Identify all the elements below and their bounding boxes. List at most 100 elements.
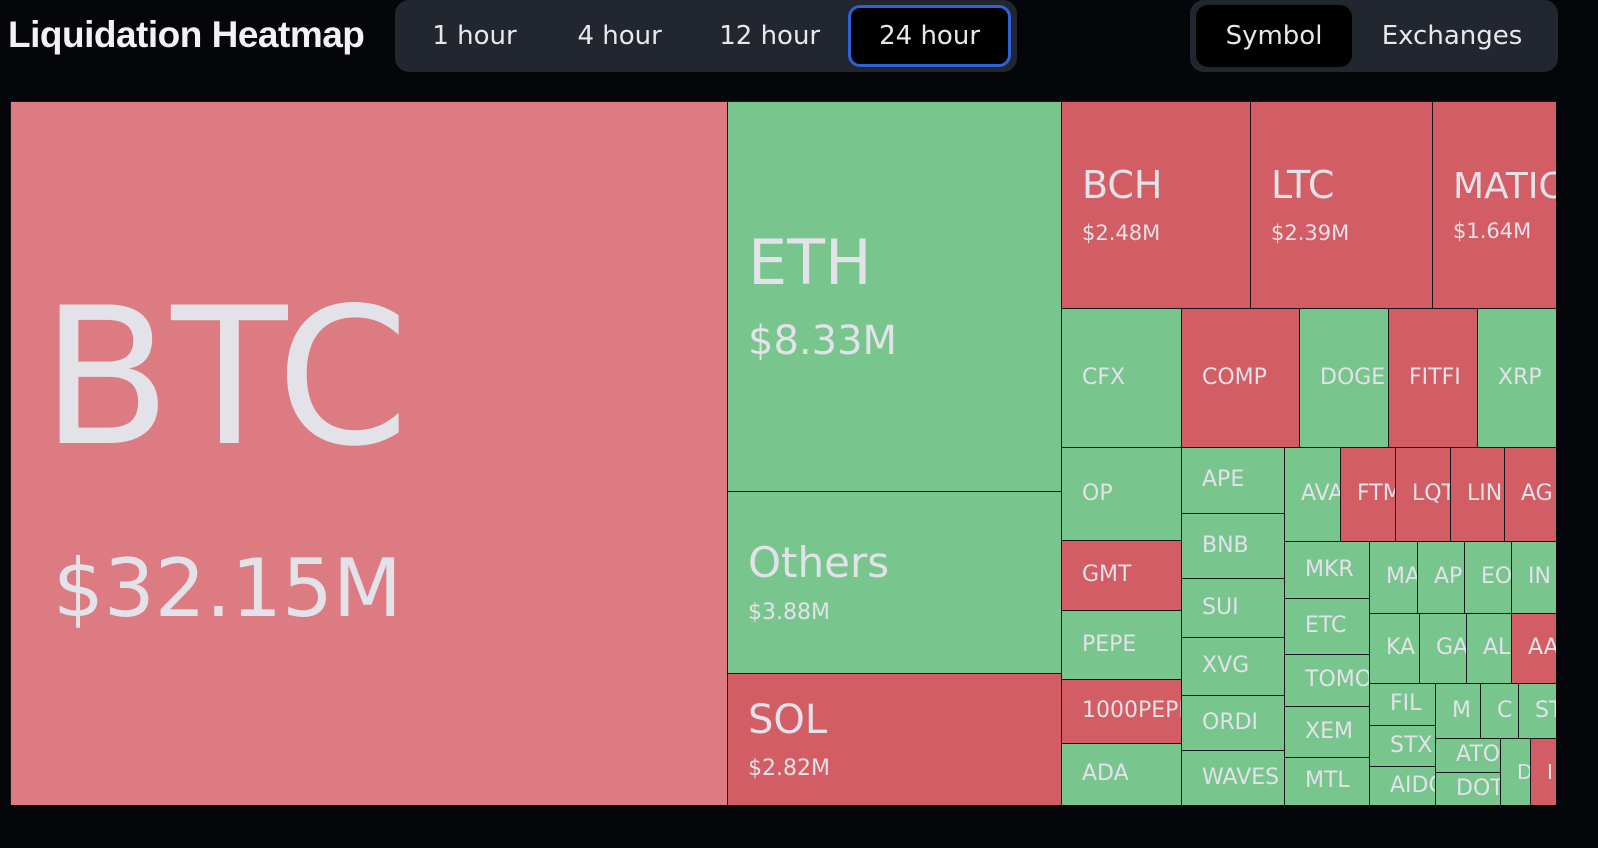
tile-symbol: SUI (1202, 594, 1239, 620)
heatmap-tile[interactable]: BNB (1181, 513, 1285, 579)
view-tabs: Symbol Exchanges (1190, 0, 1558, 72)
heatmap-tile[interactable]: SOL $2.82M (727, 673, 1062, 805)
tile-symbol: D (1517, 760, 1531, 784)
tile-symbol: M (1452, 697, 1471, 723)
tile-symbol: 1000PEPE (1082, 698, 1182, 724)
tile-symbol: OP (1082, 480, 1113, 506)
heatmap-tile[interactable]: MKR (1284, 541, 1370, 599)
tile-symbol: WAVES (1202, 764, 1280, 790)
heatmap-tile[interactable]: FTM (1340, 447, 1396, 542)
tile-symbol: LTC (1271, 163, 1335, 208)
heatmap-tile[interactable]: MTL (1284, 757, 1370, 805)
heatmap-tile[interactable]: BCH $2.48M (1061, 101, 1251, 309)
heatmap-tile[interactable]: AIDO (1369, 766, 1436, 805)
heatmap-tile[interactable]: MA (1369, 541, 1418, 614)
heatmap-tile[interactable]: AVA (1284, 447, 1341, 542)
heatmap-tile[interactable]: C (1480, 683, 1519, 739)
heatmap-tile[interactable]: BTC $32.15M (10, 101, 728, 805)
heatmap-tile[interactable]: FITFI (1388, 308, 1478, 448)
heatmap-tile[interactable]: 1000PEPE (1061, 679, 1182, 744)
tile-symbol: DOGE (1320, 364, 1386, 390)
tile-symbol: AIDO (1390, 772, 1435, 798)
heatmap-tile[interactable]: EO (1464, 541, 1512, 614)
tile-symbol: MKR (1305, 556, 1354, 582)
heatmap-tile[interactable]: ST (1518, 683, 1556, 739)
tile-symbol: GMT (1082, 562, 1132, 588)
tile-symbol: BCH (1082, 163, 1163, 208)
time-tab[interactable]: 24 hour (848, 5, 1012, 67)
heatmap-tile[interactable]: DOT (1435, 772, 1501, 805)
tile-symbol: APE (1202, 467, 1245, 493)
heatmap-tile[interactable]: AL (1466, 613, 1512, 684)
heatmap-tile[interactable]: D (1500, 738, 1531, 805)
heatmap-tile[interactable]: DOGE (1299, 308, 1389, 448)
heatmap-tile[interactable]: SUI (1181, 578, 1285, 638)
heatmap-tile[interactable]: Others $3.88M (727, 491, 1062, 674)
tile-symbol: DOT (1456, 775, 1501, 801)
tile-symbol: AL (1483, 635, 1511, 661)
heatmap-tile[interactable]: ETC (1284, 598, 1370, 655)
heatmap-tile[interactable]: ETH $8.33M (727, 101, 1062, 492)
tile-symbol: ATO (1456, 742, 1501, 768)
tile-symbol: FIL (1390, 691, 1422, 717)
tile-value: $2.48M (1082, 220, 1161, 245)
heatmap-tile[interactable]: OP (1061, 447, 1182, 541)
tile-symbol: FITFI (1409, 364, 1461, 390)
tile-value: $2.82M (748, 756, 830, 781)
heatmap-tile[interactable]: IN (1511, 541, 1556, 614)
heatmap-tile[interactable]: ADA (1061, 743, 1182, 805)
page-title: Liquidation Heatmap (8, 14, 365, 55)
tile-value: $1.64M (1453, 219, 1532, 244)
tile-symbol: C (1497, 697, 1513, 723)
tile-symbol: CFX (1082, 364, 1126, 390)
tile-value: $2.39M (1271, 220, 1350, 245)
heatmap-tile[interactable]: LTC $2.39M (1250, 101, 1433, 309)
heatmap-tile[interactable]: AP (1417, 541, 1465, 614)
tile-symbol: FTM (1357, 481, 1395, 507)
tile-symbol: BNB (1202, 532, 1249, 558)
tile-symbol: EO (1481, 564, 1512, 590)
heatmap-tile[interactable]: MATIC $1.64M (1432, 101, 1556, 309)
time-tab[interactable]: 1 hour (432, 21, 517, 51)
tile-symbol: XVG (1202, 653, 1250, 679)
heatmap-tile[interactable]: XEM (1284, 706, 1370, 758)
heatmap-tile[interactable]: APE (1181, 447, 1285, 514)
heatmap-tile[interactable]: AG (1504, 447, 1556, 542)
heatmap-tile[interactable]: XVG (1181, 637, 1285, 696)
tile-symbol: AA (1528, 635, 1556, 661)
heatmap-tile[interactable]: CFX (1061, 308, 1182, 448)
tile-symbol: ADA (1082, 761, 1129, 787)
tile-symbol: LIN (1467, 481, 1503, 507)
view-tab[interactable]: Exchanges (1381, 21, 1523, 51)
heatmap-tile[interactable]: STX (1369, 725, 1436, 767)
time-range-tabs: 1 hour 4 hour 12 hour 24 hour (395, 0, 1017, 72)
tile-symbol: MATIC (1453, 165, 1556, 207)
heatmap-tile[interactable]: WAVES (1181, 750, 1285, 805)
heatmap-tile[interactable]: ORDI (1181, 695, 1285, 751)
heatmap-tile[interactable]: TOMO (1284, 654, 1370, 707)
time-tab[interactable]: 12 hour (719, 21, 821, 51)
heatmap-tile[interactable]: GMT (1061, 540, 1182, 611)
heatmap-tile[interactable]: I (1530, 738, 1556, 805)
tile-symbol: AP (1434, 564, 1463, 590)
time-tab[interactable]: 4 hour (577, 21, 662, 51)
heatmap-tile[interactable]: PEPE (1061, 610, 1182, 680)
tile-symbol: GA (1436, 635, 1467, 661)
tile-symbol: PEPE (1082, 631, 1137, 657)
tile-symbol: XRP (1498, 364, 1542, 390)
heatmap-tile[interactable]: LQT (1395, 447, 1451, 542)
tile-symbol: AG (1521, 481, 1553, 507)
heatmap-tile[interactable]: XRP (1477, 308, 1556, 448)
heatmap-tile[interactable]: M (1435, 683, 1481, 739)
heatmap-tile[interactable]: ATO (1435, 738, 1501, 773)
heatmap-tile[interactable]: KA (1369, 613, 1420, 684)
heatmap-tile[interactable]: GA (1419, 613, 1467, 684)
tile-symbol: AVA (1301, 481, 1341, 507)
tile-symbol: KA (1386, 635, 1416, 661)
heatmap-tile[interactable]: COMP (1181, 308, 1300, 448)
heatmap-tile[interactable]: LIN (1450, 447, 1505, 542)
heatmap-tile[interactable]: AA (1511, 613, 1556, 684)
heatmap-tile[interactable]: FIL (1369, 683, 1436, 726)
view-tab[interactable]: Symbol (1196, 5, 1352, 67)
